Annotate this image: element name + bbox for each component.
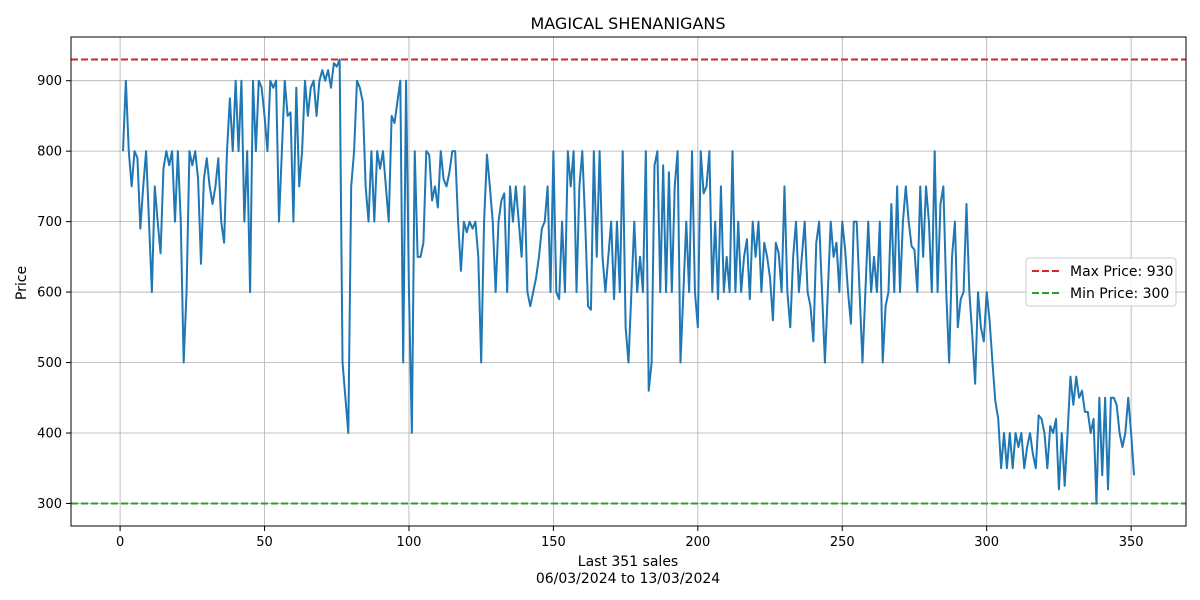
legend-entry-1: Min Price: 300 [1070, 286, 1169, 302]
y-tick-label: 500 [37, 356, 62, 371]
y-tick-label: 700 [37, 215, 62, 230]
chart-title: MAGICAL SHENANIGANS [530, 14, 725, 33]
x-axis-ticks: 0 50 100 150 200 250 300 350 [116, 526, 1144, 550]
plot-frame [70, 36, 1187, 527]
y-tick-label: 600 [37, 286, 62, 301]
x-tick-label: 150 [541, 535, 566, 550]
legend-box [1025, 257, 1177, 307]
x-tick-label: 50 [256, 535, 273, 550]
x-tick-label: 250 [830, 535, 855, 550]
x-tick-label: 0 [116, 535, 124, 550]
y-tick-label: 300 [37, 497, 62, 512]
x-axis-sublabel: 06/03/2024 to 13/03/2024 [536, 571, 720, 587]
x-axis-label: Last 351 sales [578, 554, 678, 570]
series-group [121, 58, 1136, 505]
x-tick-label: 200 [685, 535, 710, 550]
reference-lines [71, 58, 1186, 505]
y-tick-label: 400 [37, 426, 62, 441]
legend-entry-0: Max Price: 930 [1070, 264, 1173, 280]
x-tick-label: 350 [1119, 535, 1144, 550]
y-axis-label: Price [14, 266, 30, 300]
legend: Max Price: 930 Min Price: 300 [1025, 257, 1177, 307]
y-tick-label: 800 [37, 145, 62, 160]
y-tick-label: 900 [37, 74, 62, 89]
y-axis-ticks: 300 400 500 600 700 800 900 [37, 74, 71, 512]
series-line-0 [121, 58, 1136, 505]
x-tick-label: 300 [974, 535, 999, 550]
x-tick-label: 100 [397, 535, 422, 550]
